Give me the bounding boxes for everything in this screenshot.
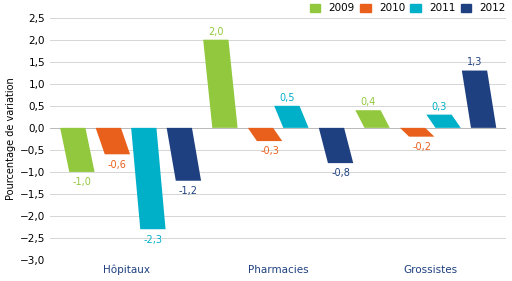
Text: 0,5: 0,5 <box>279 93 294 103</box>
Polygon shape <box>319 128 353 163</box>
Text: -0,6: -0,6 <box>108 160 127 170</box>
Text: -1,0: -1,0 <box>73 177 91 187</box>
Legend: 2009, 2010, 2011, 2012: 2009, 2010, 2011, 2012 <box>310 3 506 13</box>
Polygon shape <box>462 71 496 128</box>
Polygon shape <box>426 115 461 128</box>
Polygon shape <box>355 110 390 128</box>
Polygon shape <box>131 128 165 229</box>
Text: -2,3: -2,3 <box>143 235 162 244</box>
Text: -1,2: -1,2 <box>179 186 198 196</box>
Text: 1,3: 1,3 <box>467 57 482 67</box>
Polygon shape <box>96 128 130 154</box>
Text: -0,2: -0,2 <box>412 142 431 152</box>
Polygon shape <box>400 128 434 137</box>
Text: 2,0: 2,0 <box>208 27 224 37</box>
Polygon shape <box>274 106 309 128</box>
Polygon shape <box>166 128 201 181</box>
Polygon shape <box>60 128 95 172</box>
Text: -0,8: -0,8 <box>331 168 350 178</box>
Text: -0,3: -0,3 <box>260 146 279 156</box>
Text: 0,3: 0,3 <box>431 101 446 112</box>
Y-axis label: Pourcentage de variation: Pourcentage de variation <box>6 78 15 200</box>
Text: 0,4: 0,4 <box>360 97 376 107</box>
Polygon shape <box>203 40 238 128</box>
Polygon shape <box>248 128 282 141</box>
